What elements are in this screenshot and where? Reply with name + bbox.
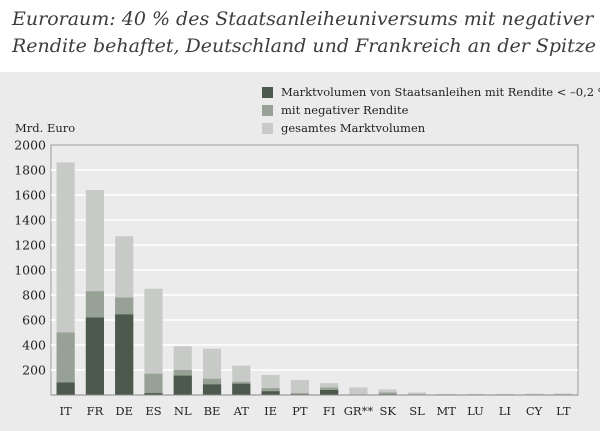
title-band xyxy=(0,0,600,72)
x-tick-label: LT xyxy=(556,404,571,418)
y-tick-label: 2000 xyxy=(14,138,46,153)
x-tick-label: DE xyxy=(115,404,133,418)
legend-label-below-threshold: Marktvolumen von Staatsanleihen mit Rend… xyxy=(281,85,600,99)
x-tick-label: CY xyxy=(526,404,543,418)
bar-sk-total xyxy=(378,389,397,395)
bar-sk-negative xyxy=(378,392,397,395)
x-tick-label: BE xyxy=(204,404,221,418)
bar-cy-total xyxy=(525,393,544,395)
bar-it-negative xyxy=(56,332,75,395)
x-tick-label: SL xyxy=(409,404,425,418)
x-tick-label: SK xyxy=(379,404,396,418)
y-tick-label: 1200 xyxy=(14,238,46,253)
x-tick-label: IE xyxy=(264,404,277,418)
x-tick-label: FI xyxy=(323,404,336,418)
bar-fi-below xyxy=(320,390,339,395)
bar-nl-below xyxy=(173,375,192,395)
x-tick-label: FR xyxy=(87,404,104,418)
y-tick-label: 1600 xyxy=(14,188,46,203)
x-tick-label: LI xyxy=(499,404,511,418)
y-tick-label: 1000 xyxy=(14,263,46,278)
bar-de-below xyxy=(115,314,134,395)
bar-be-below xyxy=(202,384,222,395)
bar-fr-below xyxy=(85,317,104,395)
y-tick-label: 1800 xyxy=(14,163,46,178)
x-tick-label: PT xyxy=(292,404,308,418)
y-tick-label: 200 xyxy=(22,363,46,378)
x-tick-label: AT xyxy=(233,404,250,418)
bar-at-below xyxy=(232,383,251,395)
bar-es-below xyxy=(144,393,163,395)
y-tick-label: 800 xyxy=(22,288,46,303)
legend-swatch-negative-yield xyxy=(262,105,273,116)
x-tick-label: IT xyxy=(60,404,73,418)
bar-lt-total xyxy=(554,393,573,395)
y-tick-label: 600 xyxy=(22,313,46,328)
legend-label-total-volume: gesamtes Marktvolumen xyxy=(281,121,426,135)
bar-it-below xyxy=(56,382,75,395)
y-axis-label: Mrd. Euro xyxy=(15,121,76,135)
bar-ie-below xyxy=(261,391,280,395)
x-tick-label: LU xyxy=(467,404,484,418)
y-tick-label: 400 xyxy=(22,338,46,353)
bar-gr-total xyxy=(349,387,368,395)
bar-pt-negative xyxy=(290,393,309,395)
x-tick-label: NL xyxy=(174,404,192,418)
bar-es-total xyxy=(144,288,163,395)
legend-swatch-total-volume xyxy=(262,123,273,134)
chart-title-line-2: Rendite behaftet, Deutschland und Frankr… xyxy=(12,35,596,57)
x-tick-label: GR** xyxy=(344,404,374,418)
x-tick-label: ES xyxy=(145,404,161,418)
y-tick-label: 1400 xyxy=(14,213,46,228)
legend-swatch-below-threshold xyxy=(262,87,273,98)
bar-sl-total xyxy=(407,392,427,395)
x-tick-label: MT xyxy=(437,404,457,418)
bar-pt-total xyxy=(290,380,309,395)
chart-title-line-1: Euroraum: 40 % des Staatsanleiheuniversu… xyxy=(12,8,594,30)
legend-label-negative-yield: mit negativer Rendite xyxy=(281,103,409,117)
bar-es-negative xyxy=(144,373,163,395)
